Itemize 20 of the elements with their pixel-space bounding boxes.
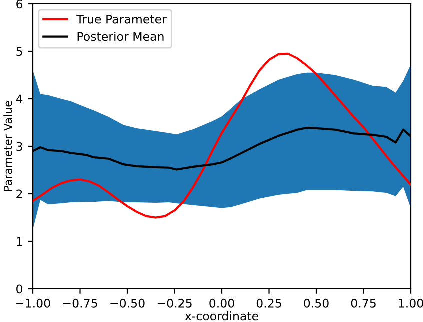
x-tick-label: 0.00: [210, 298, 234, 308]
x-tick-label: −0.75: [63, 298, 98, 308]
y-tick-label: 6: [16, 0, 23, 9]
x-tick-label: 0.25: [256, 298, 282, 308]
y-tick-label: 0: [16, 284, 22, 294]
legend-label: True Parameter: [76, 14, 167, 24]
x-axis-title: x-coordinate: [185, 312, 258, 321]
y-tick-label: 5: [16, 47, 22, 56]
x-tick-label: −1.00: [16, 298, 50, 308]
x-tick-label: −0.25: [158, 298, 192, 308]
y-tick-label: 2: [16, 190, 22, 198]
x-tick-label: 1.00: [399, 298, 423, 308]
x-tick-label: 0.50: [304, 298, 329, 308]
x-tick-label: −0.50: [110, 298, 145, 308]
y-tick-label: 1: [17, 237, 22, 246]
y-axis-title: Parameter Value: [4, 101, 12, 192]
legend-label: Posterior Mean: [78, 32, 164, 42]
x-tick-label: 0.75: [351, 298, 376, 308]
y-tick-label: 3: [16, 142, 22, 152]
y-tick-label: 4: [16, 94, 23, 104]
